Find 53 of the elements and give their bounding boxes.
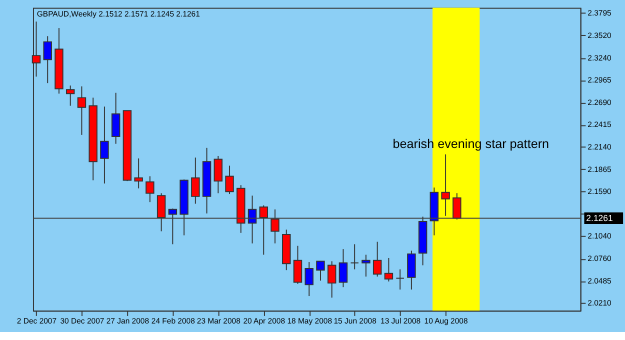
y-tick-label: 2.2690 xyxy=(588,98,612,107)
candlestick xyxy=(134,158,143,189)
candlestick xyxy=(452,192,462,220)
y-tick-label: 2.0210 xyxy=(588,298,612,308)
y-tick-label: 2.0485 xyxy=(588,276,612,286)
candlestick xyxy=(396,268,404,290)
candlestick xyxy=(338,248,348,288)
candlestick xyxy=(191,157,200,204)
x-tick-label: 30 Dec 2007 xyxy=(60,316,104,326)
x-tick-label: 23 Mar 2008 xyxy=(196,316,240,326)
y-tick-label: 2.1865 xyxy=(588,164,612,174)
candlestick xyxy=(168,208,178,245)
chart-title: GBPAUD,Weekly 2.1512 2.1571 2.1245 2.1261 xyxy=(36,10,200,19)
candlestick xyxy=(100,106,109,184)
y-tick-label: 2.3795 xyxy=(588,8,612,18)
candlestick xyxy=(66,85,75,106)
candlestick xyxy=(407,250,416,290)
x-tick-label: 15 Jun 2008 xyxy=(334,316,376,326)
y-tick-label: 2.3520 xyxy=(588,30,612,40)
candlestick xyxy=(362,254,370,278)
y-tick-label: 2.1590 xyxy=(588,187,612,196)
candlestick xyxy=(111,92,120,144)
candlestick xyxy=(350,244,359,270)
x-tick-label: 24 Feb 2008 xyxy=(151,316,195,326)
x-tick-label: 10 Aug 2008 xyxy=(424,316,468,326)
candlestick xyxy=(77,86,86,136)
x-tick-label: 13 Jul 2008 xyxy=(380,316,421,326)
y-tick-label: 2.2965 xyxy=(588,76,612,85)
candlestick xyxy=(156,192,166,232)
y-tick-label: 2.2140 xyxy=(588,142,612,152)
candlestick xyxy=(248,195,257,244)
x-tick-label: 18 May 2008 xyxy=(287,316,332,326)
y-tick-label: 2.0760 xyxy=(588,254,612,264)
x-tick-label: 2 Dec 2007 xyxy=(16,316,57,326)
candlestick xyxy=(270,208,280,244)
candlestick xyxy=(327,260,336,298)
ref-line-label: 2.1261 xyxy=(586,213,613,224)
candlestick xyxy=(384,257,394,282)
x-tick-label: 27 Jan 2008 xyxy=(106,316,150,326)
candlestick xyxy=(441,154,450,216)
candlestick xyxy=(293,245,302,284)
candlestick xyxy=(304,262,314,297)
candlestick xyxy=(43,36,52,84)
y-tick-label: 2.3240 xyxy=(588,53,612,62)
y-tick-label: 2.1040 xyxy=(588,232,612,241)
candlestick xyxy=(372,241,382,278)
y-tick-label: 2.2415 xyxy=(588,120,612,130)
candlestick xyxy=(259,204,268,256)
candlestick xyxy=(146,176,154,203)
candlestick xyxy=(225,165,234,195)
candlestick xyxy=(316,260,325,282)
x-tick-label: 20 Apr 2008 xyxy=(243,316,286,326)
candlestick xyxy=(214,155,223,194)
